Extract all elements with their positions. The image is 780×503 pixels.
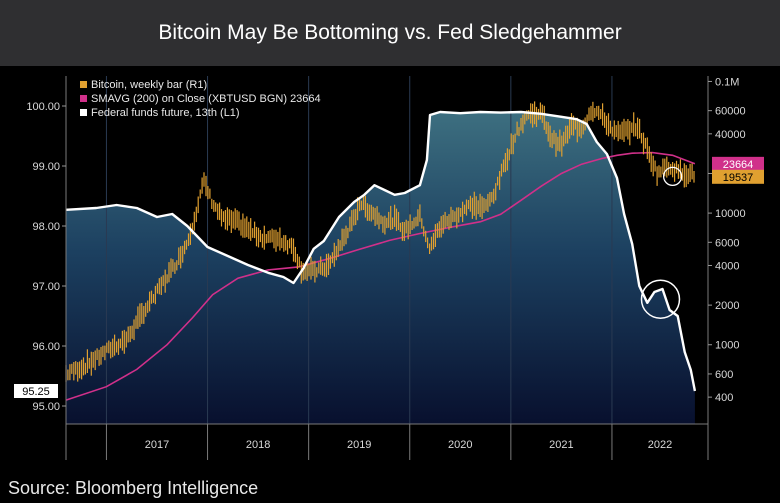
legend-entry: Bitcoin, weekly bar (R1): [91, 79, 207, 91]
right-tick-label: 60000: [715, 106, 746, 118]
legend-swatch: [80, 81, 87, 88]
chart-title: Bitcoin May Be Bottoming vs. Fed Sledgeh…: [158, 21, 622, 44]
legend-swatch: [80, 109, 87, 116]
chart-title-bar: Bitcoin May Be Bottoming vs. Fed Sledgeh…: [0, 0, 780, 66]
left-tick-label: 98.00: [32, 221, 60, 233]
right-tick-label: 400: [715, 392, 733, 404]
x-tick-label: 2022: [648, 439, 672, 451]
x-tick-label: 2021: [549, 439, 573, 451]
bitcoin-bottom-circle: [662, 166, 683, 187]
right-tick-label: 600: [715, 369, 733, 381]
right-tick-label: 1000: [715, 340, 739, 352]
x-tick-label: 2019: [347, 439, 371, 451]
right-tick-label: 0.1M: [715, 76, 739, 88]
right-tick-label: 6000: [715, 237, 739, 249]
left-tick-label: 95.00: [32, 401, 60, 413]
x-tick-label: 2017: [145, 439, 169, 451]
right-tick-label: 4000: [715, 260, 739, 272]
fed-funds-line: [65, 110, 697, 392]
x-tick-label: 2018: [246, 439, 270, 451]
left-tick-label: 96.00: [32, 341, 60, 353]
left-tick-label: 97.00: [32, 281, 60, 293]
left-tick-label: 100.00: [26, 101, 60, 113]
right-tick-label: 10000: [715, 208, 746, 220]
right-tick-label: 2000: [715, 300, 739, 312]
legend-entry: Federal funds future, 13th (L1): [91, 107, 240, 119]
right-tick-label: 40000: [715, 129, 746, 141]
legend-swatch: [80, 95, 87, 102]
left-tick-label: 99.00: [32, 161, 60, 173]
fed-last-value-badge: [14, 384, 58, 398]
fed-future-circle: [640, 279, 681, 319]
right-last-value-badge: [712, 169, 764, 184]
legend-entry: SMAVG (200) on Close (XBTUSD BGN) 23664: [91, 93, 321, 105]
x-tick-label: 2020: [448, 439, 472, 451]
fed-last-value-label: 95.25: [22, 386, 50, 398]
right-last-value-label: 19537: [723, 172, 754, 184]
right-last-value-label: 23664: [723, 159, 754, 171]
fed-funds-area: [66, 112, 695, 424]
source-note: Source: Bloomberg Intelligence: [8, 478, 259, 498]
right-last-value-badge: [712, 156, 764, 171]
